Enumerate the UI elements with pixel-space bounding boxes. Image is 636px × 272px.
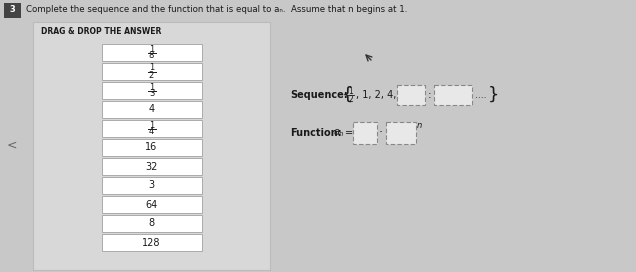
Text: ·: · — [379, 126, 383, 140]
Text: Function:: Function: — [290, 128, 342, 138]
Bar — [102, 215, 202, 232]
Text: Complete the sequence and the function that is equal to aₙ.  Assume that n begin: Complete the sequence and the function t… — [26, 5, 408, 14]
Text: , 1, 2, 4,: , 1, 2, 4, — [356, 90, 396, 100]
Text: 16: 16 — [146, 143, 158, 153]
Bar — [102, 101, 202, 118]
Text: :: : — [428, 90, 432, 100]
Bar — [102, 63, 202, 80]
Text: <: < — [7, 138, 17, 152]
Bar — [102, 139, 202, 156]
Bar — [102, 196, 202, 213]
Bar — [102, 234, 202, 251]
Text: 4: 4 — [149, 128, 154, 137]
Text: Sequence:: Sequence: — [290, 90, 348, 100]
Text: 3: 3 — [148, 181, 155, 190]
Text: 1: 1 — [149, 82, 154, 91]
Text: 2: 2 — [349, 94, 354, 104]
Text: 128: 128 — [142, 237, 161, 248]
Text: 32: 32 — [145, 162, 158, 172]
Text: 1: 1 — [349, 86, 354, 95]
Text: {: { — [342, 86, 354, 104]
Bar — [397, 85, 425, 105]
Bar — [353, 122, 377, 144]
Text: 1: 1 — [149, 63, 154, 73]
Text: 4: 4 — [148, 104, 155, 115]
Bar — [102, 82, 202, 99]
Text: 3: 3 — [9, 5, 15, 14]
Text: $a_n$: $a_n$ — [333, 127, 345, 139]
Text: =: = — [345, 128, 353, 138]
Text: n: n — [417, 120, 422, 129]
Text: 1: 1 — [149, 45, 154, 54]
FancyBboxPatch shape — [4, 2, 20, 17]
Text: 2: 2 — [149, 70, 154, 79]
Text: }: } — [488, 86, 499, 104]
Bar — [434, 85, 472, 105]
Text: 3: 3 — [149, 89, 154, 98]
Text: ....: .... — [475, 91, 487, 100]
Text: 8: 8 — [149, 51, 154, 60]
Text: 64: 64 — [146, 199, 158, 209]
Bar — [386, 122, 416, 144]
Bar — [102, 120, 202, 137]
Bar — [102, 177, 202, 194]
Bar — [102, 158, 202, 175]
FancyBboxPatch shape — [33, 22, 270, 270]
Text: DRAG & DROP THE ANSWER: DRAG & DROP THE ANSWER — [41, 27, 162, 36]
Bar — [102, 44, 202, 61]
Text: 8: 8 — [148, 218, 155, 228]
Text: 1: 1 — [149, 120, 154, 129]
